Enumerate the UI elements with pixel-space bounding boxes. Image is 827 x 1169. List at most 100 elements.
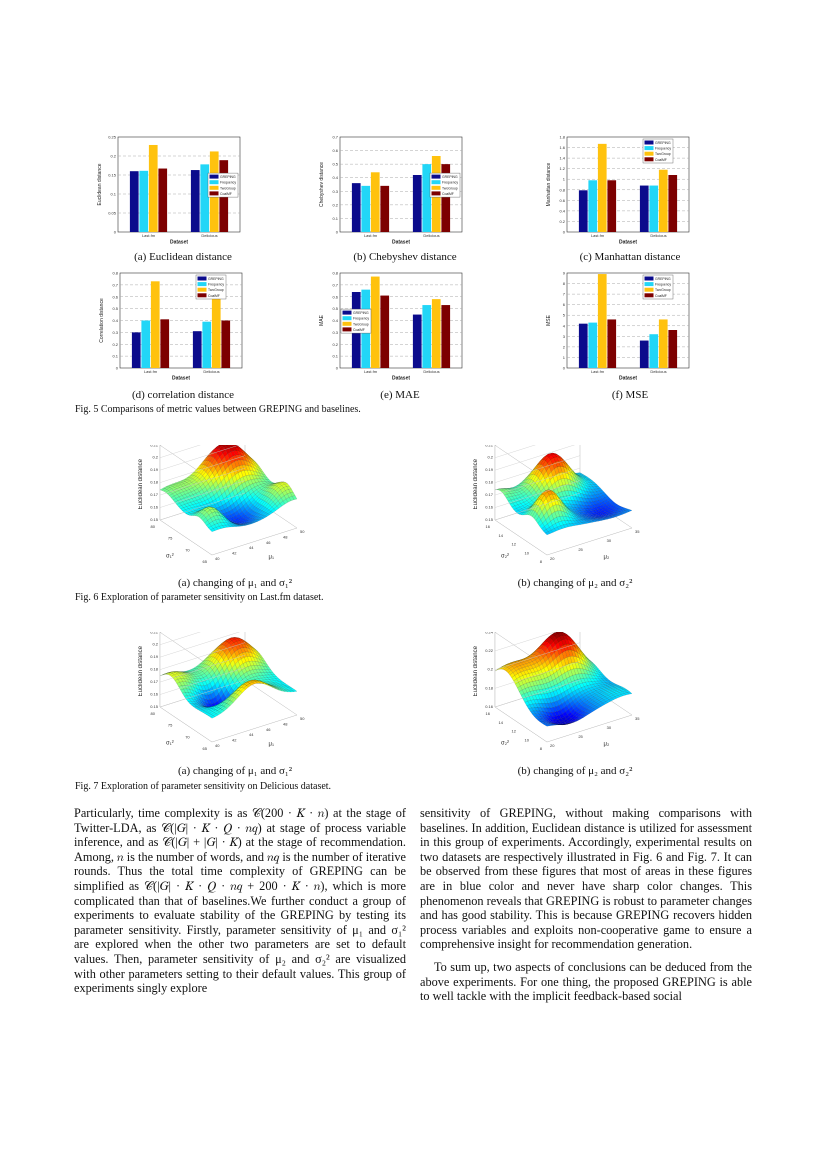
y-axis-label: MAE — [319, 314, 325, 326]
gridline — [159, 445, 240, 471]
surface-patch — [595, 517, 601, 519]
surface-patch — [558, 497, 564, 505]
surface-patch — [576, 703, 582, 709]
bar-coalmf — [441, 164, 451, 232]
surface-patch — [583, 657, 589, 665]
surface-patch — [569, 467, 575, 473]
surface-patch — [245, 522, 251, 524]
surface-patch — [504, 493, 510, 499]
surface-patch — [261, 681, 267, 685]
surface-patch — [585, 478, 592, 480]
surface-patch — [536, 470, 542, 479]
surface-patch — [258, 510, 265, 515]
bar-greping — [131, 332, 141, 368]
surface-patch — [259, 658, 265, 664]
surface-patch — [238, 524, 244, 526]
legend-label: Frequency — [353, 317, 369, 321]
y-tick-label: 0.5 — [332, 306, 338, 311]
y-tick-label: 0.7 — [332, 135, 338, 140]
surface-patch — [592, 669, 599, 675]
surface-patch — [574, 650, 580, 659]
surface-patch — [580, 474, 587, 477]
y-tick-label: 0.4 — [332, 175, 338, 180]
bar-twogroup — [597, 143, 607, 232]
legend-swatch-frequency — [197, 282, 207, 287]
surface-patch — [543, 470, 549, 481]
legend-label: GREPING — [442, 175, 458, 179]
surface-patch — [575, 522, 581, 526]
y-tick-label: 0 — [116, 366, 119, 371]
surface-patch — [598, 688, 605, 691]
surface-patch — [206, 509, 212, 516]
surface-patch — [593, 520, 600, 522]
gridline — [159, 467, 246, 496]
surface-patch — [568, 465, 574, 473]
surface-patch — [581, 715, 587, 718]
surface-patch — [590, 520, 596, 523]
surface-patch — [562, 695, 569, 703]
y-axis-label: Manhattan distance — [546, 162, 552, 206]
surface-patch — [587, 498, 593, 503]
surface-patch — [228, 498, 234, 506]
gridline — [159, 642, 246, 670]
legend-swatch-greping — [197, 276, 207, 281]
legend-swatch-twogroup — [342, 321, 352, 326]
surface-patch — [541, 495, 547, 504]
surface-patch — [577, 678, 583, 685]
bar-frequency — [588, 322, 598, 368]
surface-patch — [177, 492, 183, 497]
surface-patch — [541, 722, 547, 725]
surface-patch — [575, 656, 582, 664]
surface-patch — [533, 710, 539, 714]
surface-patch — [261, 677, 267, 681]
surface-patch — [210, 708, 216, 712]
gridline — [159, 632, 201, 645]
surface-patch — [544, 531, 551, 536]
surface-patch — [241, 455, 247, 462]
surface-patch — [529, 474, 535, 480]
surface-patch — [527, 700, 533, 705]
surface-patch — [220, 699, 226, 704]
surface-patch — [578, 522, 584, 525]
legend-swatch-coalmf — [209, 191, 219, 196]
surface-patch — [224, 519, 230, 524]
bar-coalmf — [380, 185, 390, 232]
y-tick-label: 14 — [499, 720, 504, 725]
surface-patch — [606, 497, 612, 502]
surface-patch — [271, 683, 278, 686]
surface-patch — [201, 663, 208, 668]
z-tick-label: 0.18 — [485, 480, 494, 485]
surface-patch — [254, 467, 260, 474]
surface-patch — [190, 674, 196, 677]
surface-patch — [216, 526, 222, 530]
x-tick-label: 50 — [300, 716, 305, 721]
surface-patch — [590, 512, 597, 515]
surface-patch — [242, 641, 249, 646]
surface-patch — [605, 684, 612, 687]
subcaption-7a: (a) changing of μ₁ and σ₁² — [177, 765, 293, 777]
surface-patch — [228, 667, 235, 677]
legend-label: GREPING — [655, 141, 671, 145]
surface-patch — [236, 654, 242, 662]
surface-patch — [531, 707, 537, 712]
surface-patch — [524, 488, 530, 495]
surface-patch — [576, 509, 583, 513]
y-tick-label: 0.7 — [112, 282, 118, 287]
surface-patch — [596, 675, 603, 680]
x-tick-label: Last.fm — [591, 369, 605, 374]
z-tick-label: 0.2 — [152, 642, 158, 647]
surface-patch — [291, 495, 298, 500]
surface-patch — [194, 707, 201, 710]
surface-patch — [543, 455, 549, 461]
surface-patch — [553, 491, 559, 498]
surface-patch — [188, 682, 194, 688]
surface-patch — [603, 698, 610, 702]
surface-patch — [556, 669, 562, 678]
surface-patch — [593, 664, 599, 669]
x-tick-label: 44 — [249, 732, 254, 737]
surface-patch — [209, 715, 216, 719]
surface-patch — [594, 515, 601, 517]
surface-patch — [237, 691, 243, 697]
surface-patch — [250, 656, 256, 662]
z-tick-label: 0.16 — [150, 692, 159, 697]
